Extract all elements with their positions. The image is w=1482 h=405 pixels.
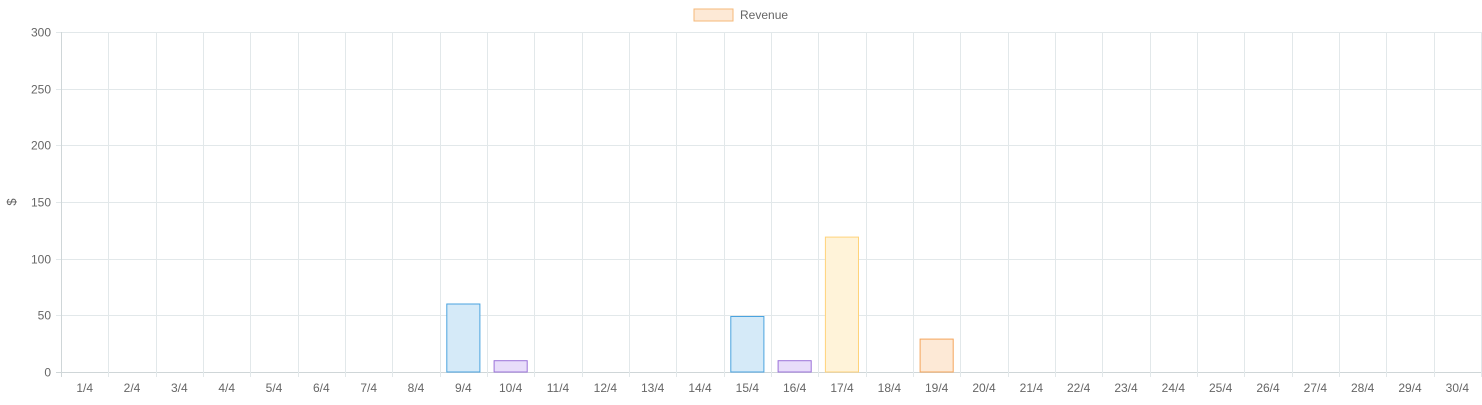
x-tick-label: 21/4: [1020, 381, 1044, 395]
x-tick-label: 5/4: [266, 381, 283, 395]
x-axis-ticks: 1/4 2/4 3/4 4/4 5/4 6/4 7/4 8/4 9/4 10/4 11/4 12/4 1…: [76, 381, 1469, 395]
y-axis-ticks: 0 50 100 150 200 250 300: [31, 26, 51, 380]
bar-9-4[interactable]: [446, 303, 481, 373]
x-tick-label: 15/4: [736, 381, 760, 395]
x-tick-label: 20/4: [972, 381, 996, 395]
x-tick-label: 9/4: [455, 381, 472, 395]
x-tick-label: 11/4: [547, 381, 570, 395]
x-tick-label: 16/4: [783, 381, 807, 395]
x-tick-label: 28/4: [1351, 381, 1375, 395]
x-tick-label: 6/4: [313, 381, 330, 395]
x-tick-label: 24/4: [1162, 381, 1186, 395]
bar-16-4[interactable]: [777, 360, 812, 373]
bar-15-4[interactable]: [730, 316, 765, 373]
y-tick-label: 0: [44, 366, 51, 380]
x-tick-label: 19/4: [925, 381, 949, 395]
y-tick-label: 300: [31, 26, 51, 40]
legend-swatch[interactable]: [693, 8, 734, 22]
x-tick-label: 17/4: [830, 381, 854, 395]
x-tick-label: 13/4: [641, 381, 665, 395]
x-tick-label: 26/4: [1256, 381, 1280, 395]
y-axis-title: $: [4, 198, 19, 206]
y-tick-label: 200: [31, 139, 51, 153]
x-tick-label: 27/4: [1304, 381, 1328, 395]
x-tick-label: 23/4: [1114, 381, 1138, 395]
bar-10-4[interactable]: [493, 360, 528, 373]
x-tick-label: 14/4: [688, 381, 712, 395]
x-tick-label: 8/4: [408, 381, 425, 395]
bar-19-4[interactable]: [919, 338, 954, 373]
x-tick-label: 30/4: [1446, 381, 1470, 395]
x-tick-label: 7/4: [360, 381, 377, 395]
x-tick-label: 22/4: [1067, 381, 1091, 395]
x-tick-label: 2/4: [124, 381, 141, 395]
x-tick-label: 12/4: [594, 381, 618, 395]
y-tick-label: 50: [38, 309, 52, 323]
x-tick-label: 3/4: [171, 381, 188, 395]
x-tick-label: 10/4: [499, 381, 523, 395]
y-tick-label: 150: [31, 196, 51, 210]
x-tick-label: 29/4: [1398, 381, 1422, 395]
legend-label[interactable]: Revenue: [740, 8, 788, 22]
bars: [446, 236, 954, 373]
grid: [56, 32, 1482, 377]
bar-17-4[interactable]: [824, 236, 860, 373]
legend[interactable]: Revenue: [693, 8, 788, 22]
y-tick-label: 100: [31, 253, 51, 267]
x-tick-label: 1/4: [76, 381, 93, 395]
y-tick-label: 250: [31, 83, 51, 97]
x-tick-label: 25/4: [1209, 381, 1233, 395]
x-tick-label: 4/4: [218, 381, 235, 395]
x-tick-label: 18/4: [878, 381, 902, 395]
